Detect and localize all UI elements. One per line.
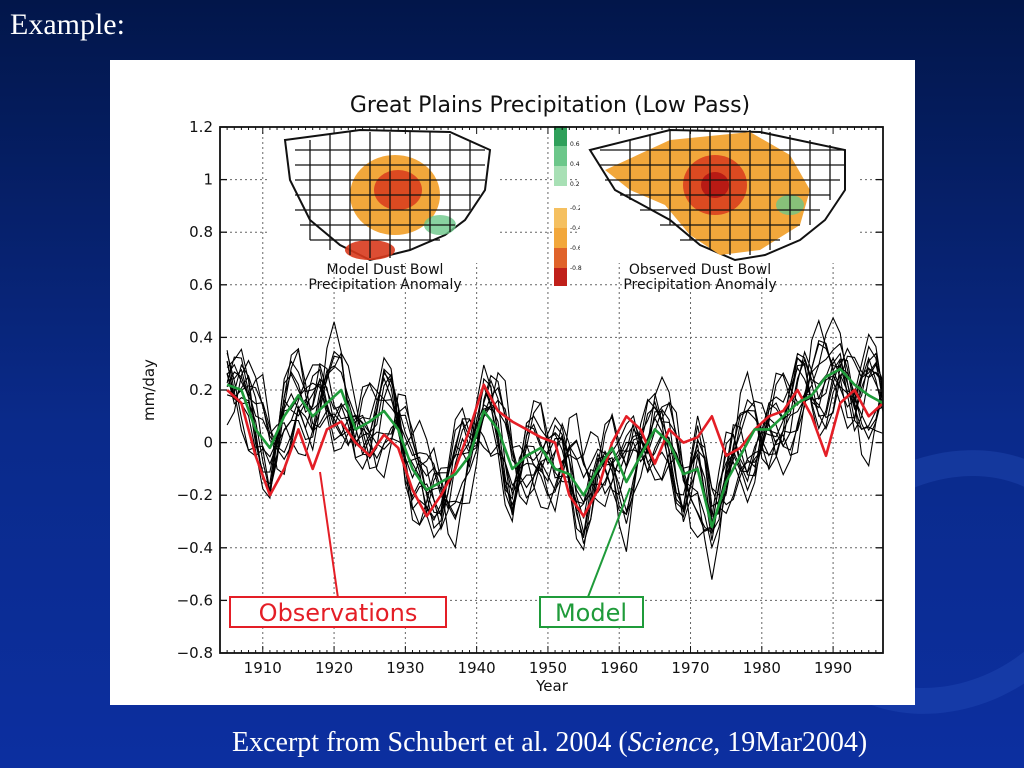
inset-map-left: Model Dust Bowl Precipitation Anomaly	[270, 128, 500, 293]
colorbar-tick: 0.6	[570, 141, 580, 148]
precipitation-chart: Great Plains Precipitation (Low Pass) Mo…	[110, 60, 915, 705]
ensemble-member-line	[226, 366, 884, 524]
x-tick-label: 1930	[386, 659, 424, 677]
x-tick-label: 1990	[814, 659, 852, 677]
y-tick-label: 1.2	[189, 118, 213, 136]
left-inset-label-2: Precipitation Anomaly	[308, 277, 461, 293]
y-tick-label: −0.4	[177, 539, 213, 557]
colorbar-tick: 0.4	[570, 161, 580, 168]
x-tick-label: 1920	[315, 659, 353, 677]
colorbar: 0.6 0.4 0.2 -0.2 -0.4 -0.6 -0.8	[554, 126, 582, 286]
colorbar-tick: -0.4	[570, 225, 582, 232]
caption-journal: Science,	[627, 727, 721, 758]
ensemble-member-line	[226, 350, 884, 535]
colorbar-tick: -0.2	[570, 205, 582, 212]
y-axis-label: mm/day	[140, 359, 158, 421]
y-tick-label: 0.8	[189, 223, 213, 241]
y-tick-label: −0.8	[177, 644, 213, 662]
observations-label: Observations	[259, 599, 418, 627]
left-inset-label-1: Model Dust Bowl	[327, 262, 444, 278]
x-tick-label: 1960	[600, 659, 638, 677]
y-tick-label: 0.2	[189, 381, 213, 399]
model-annotation: Model	[539, 487, 644, 628]
x-tick-label: 1980	[743, 659, 781, 677]
colorbar-tick: -0.8	[570, 265, 582, 272]
x-tick-label: 1910	[244, 659, 282, 677]
y-tick-label: 0	[203, 434, 213, 452]
y-tick-label: 0.4	[189, 328, 213, 346]
x-axis-label: Year	[535, 677, 569, 695]
ensemble-member-line	[226, 345, 884, 537]
caption-prefix: Excerpt from Schubert et al. 2004 (	[232, 727, 628, 758]
figure-caption: Excerpt from Schubert et al. 2004 (Scien…	[232, 727, 867, 759]
ensemble-member-line	[226, 347, 884, 539]
y-tick-label: 0.6	[189, 276, 213, 294]
model-series-line	[226, 367, 884, 529]
y-tick-label: −0.2	[177, 486, 213, 504]
model-label: Model	[555, 599, 627, 627]
colorbar-tick: -0.6	[570, 245, 582, 252]
figure-panel: Great Plains Precipitation (Low Pass) Mo…	[110, 60, 915, 705]
y-tick-label: −0.6	[177, 591, 213, 609]
ensemble-member-line	[226, 342, 884, 550]
right-inset-label-1: Observed Dust Bowl	[629, 262, 771, 278]
chart-title: Great Plains Precipitation (Low Pass)	[350, 93, 750, 118]
x-tick-label: 1950	[529, 659, 567, 677]
x-tick-label: 1940	[458, 659, 496, 677]
ensemble-member-line	[226, 332, 884, 552]
ensemble-member-line	[226, 318, 884, 552]
ensemble-member-line	[226, 316, 884, 580]
x-tick-label: 1970	[671, 659, 709, 677]
observations-annotation: Observations	[229, 471, 447, 628]
y-tick-label: 1	[203, 171, 213, 189]
ensemble-member-line	[226, 347, 884, 534]
inset-map-right: Observed Dust Bowl Precipitation Anomaly	[580, 128, 860, 293]
right-inset-label-2: Precipitation Anomaly	[623, 277, 776, 293]
slide-title: Example:	[10, 8, 125, 41]
observations-series-line	[226, 383, 884, 518]
caption-suffix: 19Mar2004)	[720, 727, 868, 758]
colorbar-tick: 0.2	[570, 181, 580, 188]
ensemble-member-line	[227, 356, 884, 541]
